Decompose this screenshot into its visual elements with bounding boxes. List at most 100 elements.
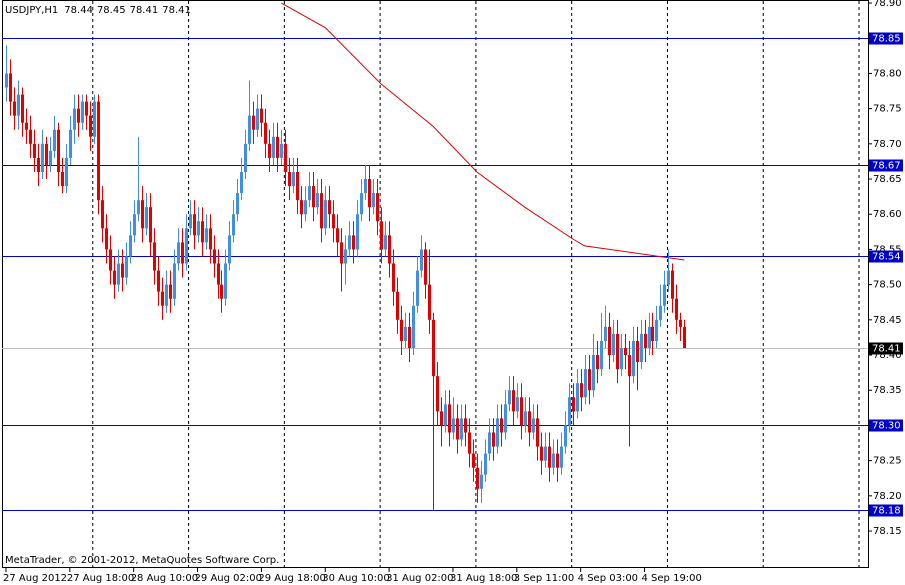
candle-body <box>592 355 595 391</box>
candle-body <box>420 249 423 271</box>
candle-body <box>292 171 295 187</box>
candle-body <box>364 179 367 194</box>
candle-body <box>205 228 208 243</box>
candle-body <box>41 143 44 172</box>
y-tick-label: 78.25 <box>873 456 902 467</box>
candle-body <box>5 73 8 88</box>
candle-body <box>576 383 579 412</box>
candle-body <box>659 305 662 320</box>
candle-body <box>516 397 519 412</box>
candle-body <box>312 186 315 208</box>
level-label-box <box>869 504 903 517</box>
candle-body <box>209 228 212 250</box>
candle-body <box>13 101 16 116</box>
candle-body <box>671 270 674 299</box>
candle-body <box>320 193 323 229</box>
candle-body <box>640 333 643 363</box>
candle-body <box>532 418 535 433</box>
candle-body <box>616 333 619 370</box>
candle-body <box>444 404 447 426</box>
candle-body <box>464 418 467 433</box>
candle-body <box>416 270 419 306</box>
candle-body <box>37 157 40 172</box>
candle-body <box>256 108 259 130</box>
level-label: 78.30 <box>872 421 901 432</box>
candle-body <box>173 263 176 299</box>
candle-body <box>232 214 235 236</box>
candle-body <box>568 397 571 426</box>
candle-body <box>663 284 666 306</box>
candle-body <box>667 270 670 285</box>
candle-body <box>296 171 299 201</box>
candle-body <box>572 397 575 412</box>
candle-body <box>264 122 267 144</box>
candle-body <box>452 418 455 433</box>
candle-body <box>560 446 563 468</box>
candle-body <box>169 284 172 299</box>
candle-body <box>224 263 227 299</box>
candle-body <box>33 143 36 158</box>
level-label: 78.67 <box>872 161 901 172</box>
candle-body <box>456 418 459 440</box>
y-tick-label: 78.90 <box>873 0 902 9</box>
candle-body <box>408 326 411 348</box>
candle-body <box>472 453 475 468</box>
candle-body <box>372 193 375 208</box>
candle-body <box>193 214 196 236</box>
candle-body <box>336 228 339 243</box>
candle-body <box>89 115 92 137</box>
candle-body <box>404 326 407 341</box>
candle-body <box>524 411 527 426</box>
x-tick-label: 27 Aug 18:00 <box>67 573 134 584</box>
candle-body <box>488 432 491 454</box>
candle-body <box>97 101 100 201</box>
candle-body <box>424 249 427 285</box>
candle-body <box>356 214 359 250</box>
candle-body <box>109 249 112 271</box>
candle-body <box>620 347 623 370</box>
candle-body <box>556 453 559 468</box>
candle-body <box>396 291 399 320</box>
candle-body <box>316 193 319 208</box>
price-label-box <box>869 342 903 355</box>
candle-body <box>260 108 263 123</box>
x-tick-label: 31 Aug 18:00 <box>450 573 517 584</box>
y-tick-label: 78.65 <box>873 174 902 185</box>
x-tick-label: 28 Aug 10:00 <box>131 573 198 584</box>
candle-body <box>476 467 479 489</box>
candle-body <box>252 115 255 130</box>
candle-body <box>268 143 271 158</box>
candle-body <box>153 242 156 271</box>
candle-body <box>584 369 587 398</box>
candle-body <box>432 319 435 377</box>
candle-body <box>448 404 451 433</box>
x-tick-label: 27 Aug 2012 <box>3 573 67 584</box>
candle-body <box>368 179 371 208</box>
candle-body <box>45 143 48 165</box>
price-label: 78.41 <box>872 344 901 355</box>
candle-body <box>288 171 291 187</box>
candle-body <box>352 235 355 250</box>
candle-body <box>324 200 327 229</box>
candle-body <box>29 129 32 144</box>
level-label-box <box>869 419 903 432</box>
candle-body <box>81 101 84 123</box>
candle-body <box>304 200 307 215</box>
candle-body <box>121 263 124 278</box>
candle-body <box>675 298 678 320</box>
candle-body <box>69 129 72 158</box>
level-label: 78.54 <box>872 252 901 263</box>
candle-body <box>496 418 499 447</box>
candle-body <box>612 333 615 356</box>
candle-body <box>137 200 140 215</box>
y-tick-label: 78.60 <box>873 209 902 220</box>
candle-body <box>520 397 523 426</box>
candle-body <box>57 129 60 172</box>
candle-body <box>77 108 80 123</box>
candle-body <box>276 136 279 158</box>
candle-body <box>248 115 251 144</box>
candle-body <box>284 143 287 172</box>
candle-body <box>157 270 160 292</box>
candle-body <box>348 235 351 250</box>
